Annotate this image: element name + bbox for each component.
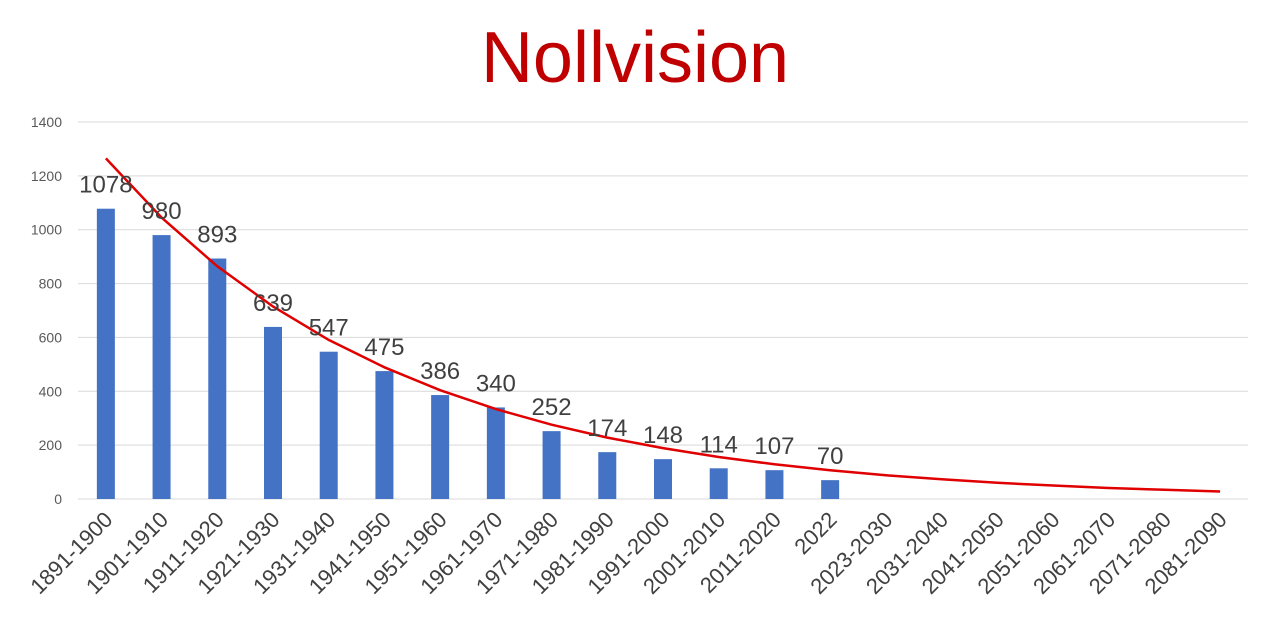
y-tick-label: 1200 <box>31 168 62 184</box>
bar-1941-1950 <box>375 371 394 499</box>
data-label: 639 <box>253 290 293 317</box>
bar-2022 <box>821 480 840 499</box>
bar-2011-2020 <box>765 470 784 499</box>
chart-title: Nollvision <box>481 18 789 98</box>
data-label: 340 <box>476 370 516 397</box>
y-tick-label: 1000 <box>31 222 62 238</box>
y-axis: 0 200 400 600 800 1000 1200 1400 <box>31 114 62 507</box>
bar-1931-1940 <box>319 351 338 499</box>
bar-1991-2000 <box>654 459 672 499</box>
bar-1901-1910 <box>152 235 171 499</box>
bar-1891-1900 <box>96 208 115 499</box>
data-label: 107 <box>754 433 794 460</box>
y-tick-label: 800 <box>39 276 63 292</box>
trend-line-layer <box>104 157 1221 493</box>
y-tick-label: 400 <box>39 383 63 399</box>
x-tick-label: 2022 <box>789 507 841 559</box>
bar-2001-2010 <box>709 468 728 499</box>
bar-1961-1970 <box>486 407 505 499</box>
data-label: 893 <box>197 222 237 249</box>
data-label: 114 <box>700 431 738 458</box>
bar-1951-1960 <box>431 395 450 499</box>
y-tick-label: 600 <box>39 329 63 345</box>
bar-1971-1980 <box>542 431 561 499</box>
data-label: 1078 <box>79 172 132 199</box>
data-labels: 1078 980 893 639 547 475 386 340 252 174 148 114 107… <box>79 172 843 470</box>
data-label: 547 <box>309 315 349 342</box>
trend-line <box>104 157 1221 493</box>
x-axis: 1891-19001901-19101911-19201921-19301931… <box>25 507 1231 599</box>
y-tick-label: 1400 <box>31 114 62 130</box>
data-label: 980 <box>142 198 182 225</box>
data-label: 148 <box>643 422 683 449</box>
data-label: 252 <box>532 394 572 421</box>
bar-1911-1920 <box>208 258 227 499</box>
y-tick-label: 200 <box>39 437 63 453</box>
data-label: 174 <box>587 415 627 442</box>
bar-1921-1930 <box>264 326 282 499</box>
data-label: 386 <box>420 358 460 385</box>
y-tick-label: 0 <box>54 491 62 507</box>
bar-1981-1990 <box>598 452 617 499</box>
data-label: 70 <box>817 443 844 470</box>
bar-series <box>96 208 840 499</box>
data-label: 475 <box>364 334 404 361</box>
